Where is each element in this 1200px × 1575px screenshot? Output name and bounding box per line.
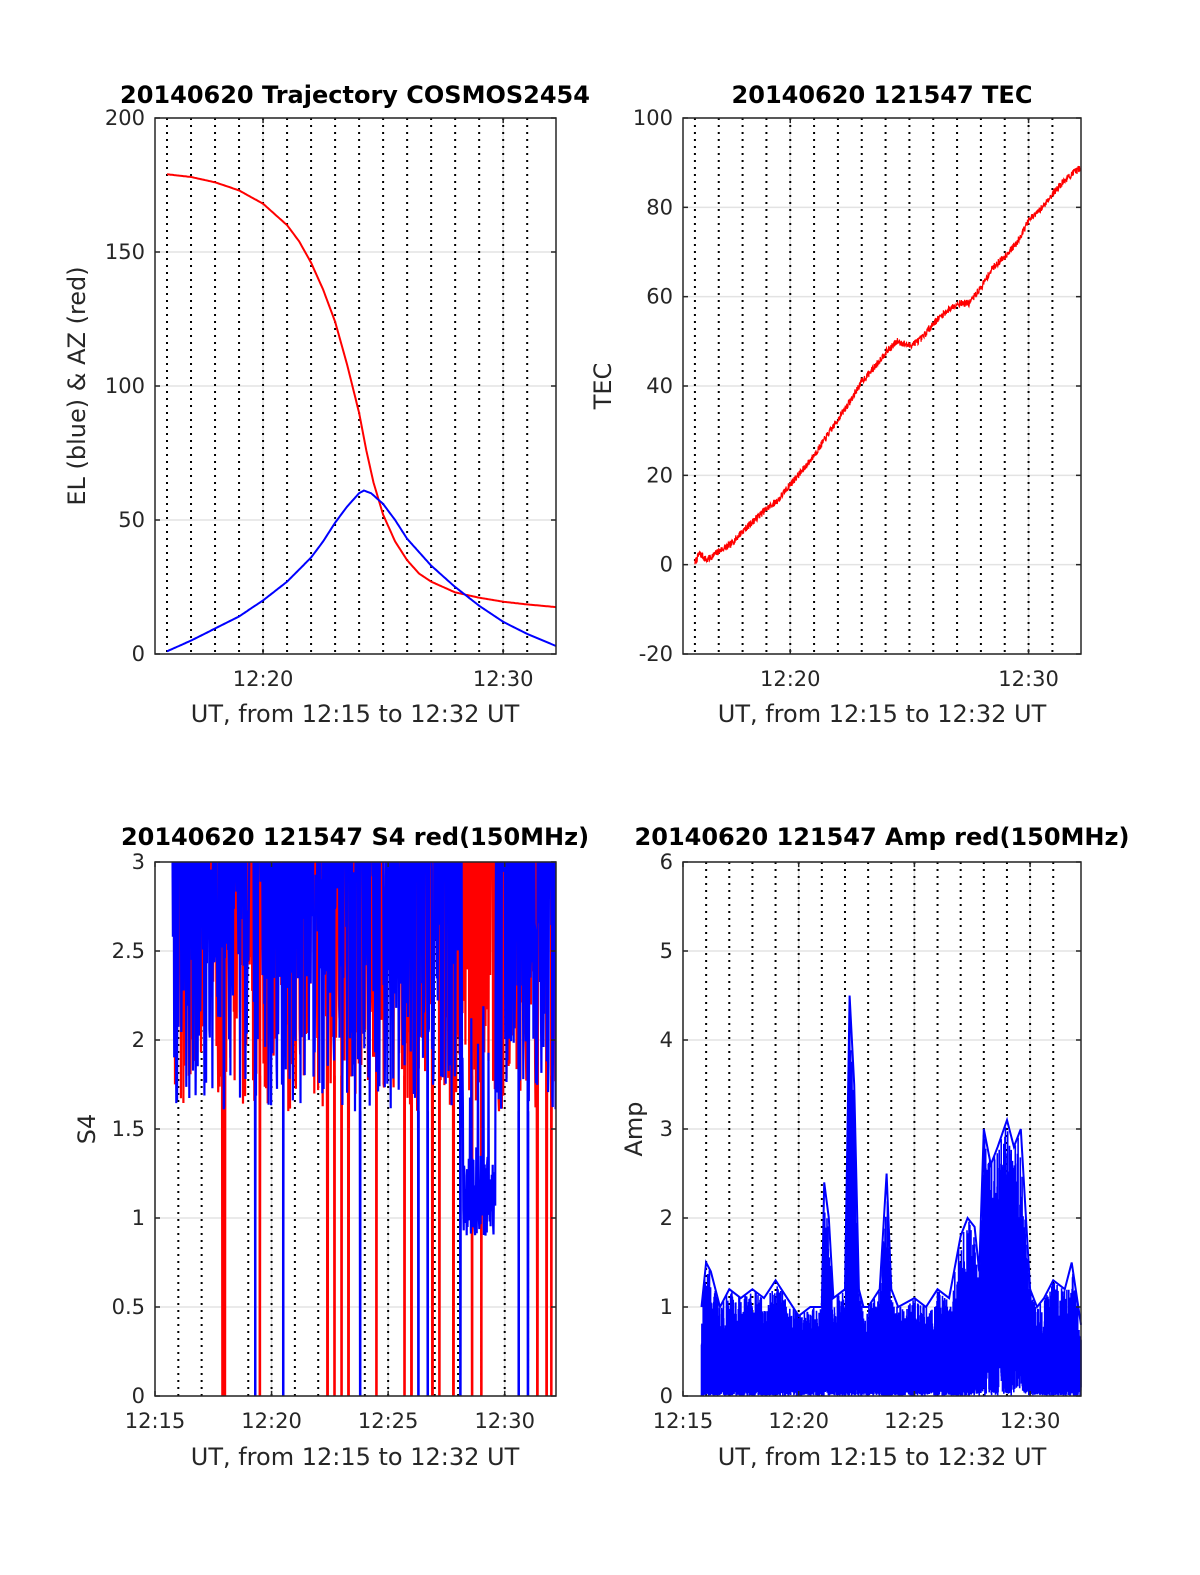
y-tick-label: 3 [660, 1117, 673, 1141]
x-tick-label: 12:20 [241, 1409, 302, 1433]
s4-plot-area [171, 862, 556, 1396]
trajectory-title: 20140620 Trajectory COSMOS2454 [120, 81, 590, 109]
tec-ticks: -20 0 20 40 60 80 100 12:20 12:30 [633, 106, 1081, 691]
y-tick-label: 2 [132, 1028, 145, 1052]
tec-title: 20140620 121547 TEC [732, 81, 1033, 109]
amp-peak-envelope [700, 995, 1082, 1325]
trajectory-ticks: 0 50 100 150 200 12:20 12:30 [105, 106, 556, 691]
y-tick-label: -20 [639, 642, 673, 666]
y-tick-label: 150 [105, 240, 145, 264]
y-tick-label: 3 [132, 850, 145, 874]
y-tick-label: 1 [132, 1206, 145, 1230]
y-tick-label: 0.5 [112, 1295, 145, 1319]
y-tick-label: 0 [660, 1384, 673, 1408]
tec-grid [683, 117, 1081, 655]
tec-xlabel: UT, from 12:15 to 12:32 UT [718, 700, 1047, 728]
x-tick-label: 12:15 [653, 1409, 714, 1433]
y-tick-label: 40 [646, 374, 673, 398]
y-tick-label: 5 [660, 939, 673, 963]
el-series-line [166, 489, 557, 653]
y-tick-label: 2 [660, 1206, 673, 1230]
panel-trajectory: 20140620 Trajectory COSMOS2454 UT, from … [63, 81, 590, 728]
y-tick-label: 100 [633, 106, 673, 130]
amp-ylabel: Amp [620, 1101, 648, 1156]
x-tick-label: 12:25 [358, 1409, 419, 1433]
s4-blue-series [171, 862, 556, 1396]
trajectory-plot-area [166, 173, 557, 653]
x-tick-label: 12:30 [998, 667, 1059, 691]
tec-axes-box [682, 117, 1082, 655]
tec-ylabel: TEC [589, 363, 617, 411]
amp-ticks: 0 1 2 3 4 5 6 12:15 12:20 12:25 12:30 [653, 850, 1081, 1433]
y-tick-label: 4 [660, 1028, 673, 1052]
amp-axes-box [682, 861, 1082, 1397]
y-tick-label: 80 [646, 195, 673, 219]
y-tick-label: 0 [660, 553, 673, 577]
trajectory-xlabel: UT, from 12:15 to 12:32 UT [191, 700, 520, 728]
tec-plot-area [694, 165, 1082, 565]
x-tick-label: 12:20 [760, 667, 821, 691]
panel-amp: 20140620 121547 Amp red(150MHz) UT, from… [620, 823, 1129, 1471]
y-tick-label: 60 [646, 285, 673, 309]
az-series-line [166, 173, 557, 609]
trajectory-axes-box [154, 117, 557, 655]
y-tick-label: 200 [105, 106, 145, 130]
s4-ylabel: S4 [73, 1114, 101, 1145]
trajectory-grid [155, 117, 556, 655]
trajectory-ylabel: EL (blue) & AZ (red) [63, 266, 91, 505]
x-tick-label: 12:20 [768, 1409, 829, 1433]
x-tick-label: 12:15 [125, 1409, 186, 1433]
panel-s4: 20140620 121547 S4 red(150MHz) UT, from … [73, 823, 589, 1471]
y-tick-label: 1.5 [112, 1117, 145, 1141]
y-tick-label: 6 [660, 850, 673, 874]
x-tick-label: 12:20 [233, 667, 294, 691]
x-tick-label: 12:30 [474, 1409, 535, 1433]
amp-xlabel: UT, from 12:15 to 12:32 UT [718, 1443, 1047, 1471]
s4-title: 20140620 121547 S4 red(150MHz) [121, 823, 589, 851]
s4-series-group [171, 862, 556, 1396]
y-tick-label: 0 [132, 642, 145, 666]
x-tick-label: 12:25 [884, 1409, 945, 1433]
amp-title: 20140620 121547 Amp red(150MHz) [635, 823, 1130, 851]
x-tick-label: 12:30 [1000, 1409, 1061, 1433]
tec-series-line [694, 165, 1082, 565]
y-tick-label: 2.5 [112, 939, 145, 963]
x-tick-label: 12:30 [473, 667, 534, 691]
amp-series [700, 1002, 1082, 1396]
y-tick-label: 0 [132, 1384, 145, 1408]
s4-xlabel: UT, from 12:15 to 12:32 UT [191, 1443, 520, 1471]
amp-plot-area [700, 995, 1082, 1396]
y-tick-label: 50 [118, 508, 145, 532]
y-tick-label: 100 [105, 374, 145, 398]
panel-tec: 20140620 121547 TEC UT, from 12:15 to 12… [589, 81, 1082, 728]
s4-axes-box [154, 861, 557, 1397]
s4-ticks: 0 0.5 1 1.5 2 2.5 3 12:15 12:20 12:25 12:30 [112, 850, 556, 1433]
y-tick-label: 20 [646, 463, 673, 487]
y-tick-label: 1 [660, 1295, 673, 1319]
